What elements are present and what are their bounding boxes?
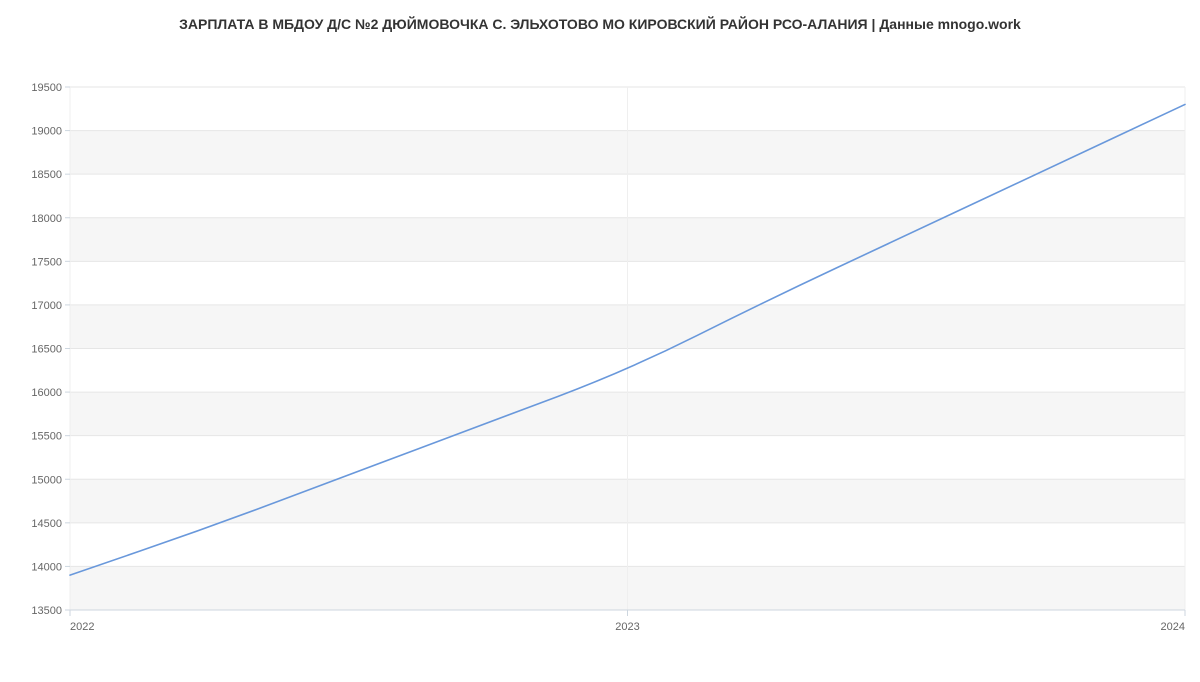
y-tick-label: 14000 [31, 561, 62, 573]
y-tick-label: 18000 [31, 213, 62, 225]
x-tick-label: 2022 [70, 621, 94, 633]
y-tick-label: 14500 [31, 518, 62, 530]
y-tick-label: 15000 [31, 474, 62, 486]
y-tick-label: 19000 [31, 126, 62, 138]
y-tick-label: 15500 [31, 431, 62, 443]
y-tick-label: 16500 [31, 344, 62, 356]
salary-line-chart: ЗАРПЛАТА В МБДОУ Д/С №2 ДЮЙМОВОЧКА С. ЭЛ… [0, 0, 1200, 650]
chart-title: ЗАРПЛАТА В МБДОУ Д/С №2 ДЮЙМОВОЧКА С. ЭЛ… [0, 0, 1200, 32]
y-tick-label: 17000 [31, 300, 62, 312]
chart-svg: 13500 14000 14500 15000 15500 16000 16500 17000… [0, 32, 1200, 682]
x-tick-label: 2024 [1161, 621, 1185, 633]
y-tick-label: 16000 [31, 387, 62, 399]
y-tick-label: 19500 [31, 82, 62, 94]
y-tick-label: 18500 [31, 169, 62, 181]
x-tick-label: 2023 [615, 621, 639, 633]
y-tick-label: 13500 [31, 605, 62, 617]
y-tick-label: 17500 [31, 256, 62, 268]
